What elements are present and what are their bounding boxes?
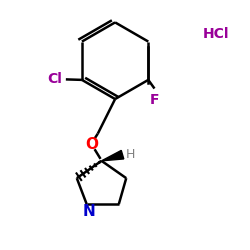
Text: O: O <box>85 137 98 152</box>
Polygon shape <box>102 150 124 161</box>
Text: F: F <box>150 94 159 108</box>
Text: H: H <box>126 148 136 161</box>
Text: Cl: Cl <box>47 72 62 86</box>
Text: N: N <box>83 204 96 218</box>
Text: HCl: HCl <box>203 26 230 40</box>
